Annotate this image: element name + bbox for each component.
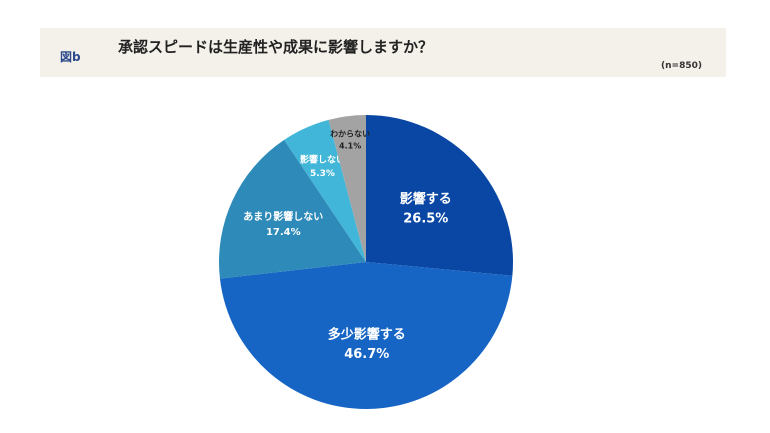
sample-size-note: (n=850)	[661, 61, 702, 71]
slice-value-label: 17.4%	[266, 227, 301, 238]
slice-value-label: 26.5%	[403, 212, 448, 227]
pie-slice	[218, 139, 366, 279]
pie-slice	[366, 115, 513, 276]
figure-label: 図b	[60, 50, 81, 64]
slice-category-label: 多少影響する	[328, 326, 406, 342]
slice-category-label: 影響する	[400, 191, 452, 207]
slice-value-label: 5.3%	[310, 169, 335, 179]
slice-category-label: あまり影響しない	[243, 210, 323, 223]
chart-title: 承認スピードは生産性や成果に影響しますか？	[118, 38, 434, 56]
slice-category-label: 影響しない	[300, 153, 345, 165]
slice-value-label: 46.7%	[344, 347, 389, 362]
pie-slice	[284, 119, 366, 262]
chart-header: 図b 承認スピードは生産性や成果に影響しますか？ (n=850)	[40, 28, 726, 77]
pie-slice	[219, 262, 513, 409]
pie-slice	[328, 115, 366, 262]
slice-category-label: わからない	[330, 130, 370, 139]
slice-value-label: 4.1%	[339, 142, 361, 151]
